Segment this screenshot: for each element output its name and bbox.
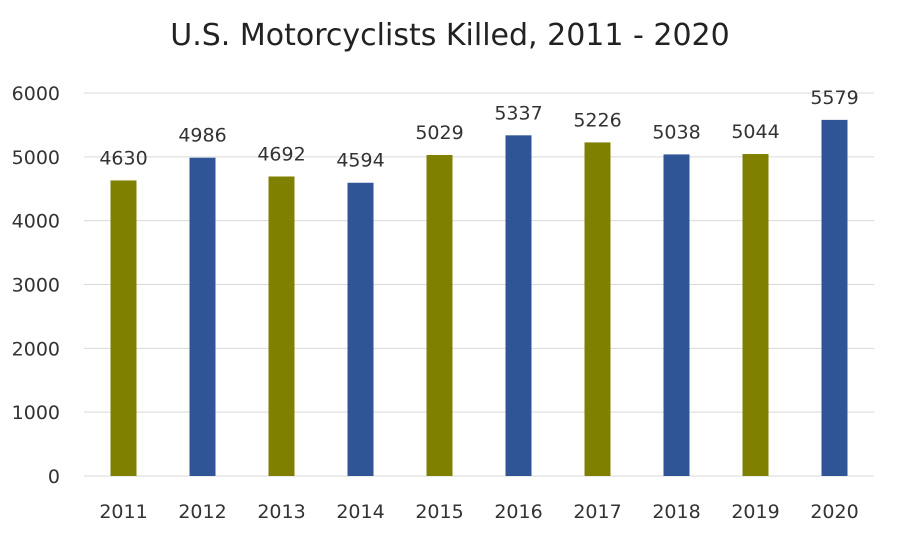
bar-2011 (110, 180, 137, 476)
data-label-2017: 5226 (573, 109, 621, 131)
x-tick-label-2016: 2016 (494, 501, 542, 523)
y-tick-label: 6000 (12, 83, 60, 105)
y-axis-ticks: 0 1000 2000 3000 4000 5000 6000 (12, 83, 60, 488)
bar-2020 (821, 119, 848, 476)
data-label-2013: 4692 (257, 143, 305, 165)
x-tick-label-2011: 2011 (99, 501, 147, 523)
y-tick-label: 4000 (12, 211, 60, 233)
data-label-2014: 4594 (336, 150, 384, 172)
y-tick-label: 5000 (12, 147, 60, 169)
bar-2016 (505, 135, 532, 476)
y-tick-label: 0 (48, 466, 60, 488)
bar-2013 (268, 176, 295, 476)
x-tick-label-2019: 2019 (731, 501, 779, 523)
bar-2017 (584, 142, 611, 477)
bars (110, 119, 848, 477)
x-tick-label-2015: 2015 (415, 501, 463, 523)
data-label-2015: 5029 (415, 122, 463, 144)
x-tick-label-2013: 2013 (257, 501, 305, 523)
x-tick-label-2018: 2018 (652, 501, 700, 523)
data-label-2020: 5579 (810, 87, 858, 109)
bar-2018 (663, 154, 690, 477)
x-tick-label-2017: 2017 (573, 501, 621, 523)
x-tick-label-2020: 2020 (810, 501, 858, 523)
y-tick-label: 1000 (12, 402, 60, 424)
x-tick-label-2014: 2014 (336, 501, 384, 523)
y-tick-label: 3000 (12, 275, 60, 297)
bar-2019 (742, 154, 769, 477)
data-label-2018: 5038 (652, 121, 700, 143)
data-label-2019: 5044 (731, 121, 779, 143)
gridlines (84, 92, 874, 477)
bar-2015 (426, 154, 453, 476)
bar-2014 (347, 182, 374, 476)
data-labels: 4630 4986 4692 4594 5029 5337 5226 5038 5044 5579 (99, 87, 858, 172)
y-tick-label: 2000 (12, 338, 60, 360)
x-axis-ticks: 2011 2012 2013 2014 2015 2016 2017 2018 2019 2020 (99, 501, 858, 523)
bar-2012 (189, 157, 216, 477)
data-label-2016: 5337 (494, 102, 542, 124)
data-label-2012: 4986 (178, 125, 226, 147)
chart-title: U.S. Motorcyclists Killed, 2011 - 2020 (170, 18, 730, 53)
data-label-2011: 4630 (99, 147, 147, 169)
x-tick-label-2012: 2012 (178, 501, 226, 523)
